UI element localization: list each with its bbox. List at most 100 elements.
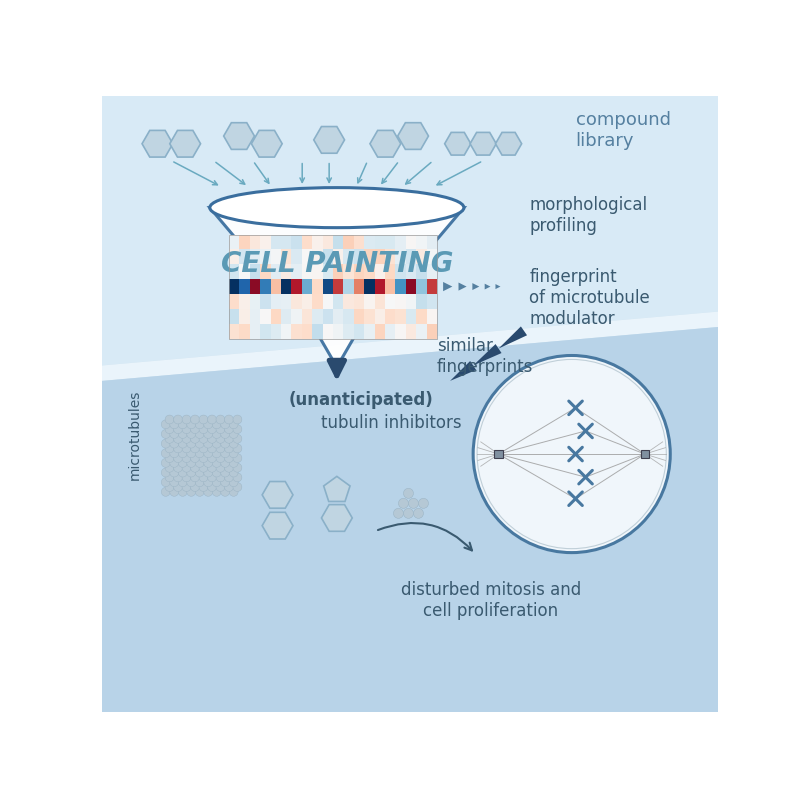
Circle shape (182, 415, 191, 424)
Circle shape (207, 454, 217, 462)
Bar (281, 234, 291, 250)
Bar (416, 264, 426, 279)
Circle shape (403, 508, 414, 518)
Circle shape (199, 415, 208, 424)
Bar (406, 324, 416, 338)
Circle shape (170, 449, 178, 458)
Polygon shape (450, 361, 476, 381)
Circle shape (233, 434, 242, 443)
Bar (374, 294, 385, 309)
Polygon shape (370, 130, 401, 157)
Circle shape (204, 439, 213, 448)
Bar (260, 324, 270, 338)
Bar (302, 264, 312, 279)
Bar (354, 234, 364, 250)
Circle shape (216, 473, 225, 482)
Circle shape (190, 415, 199, 424)
Circle shape (229, 478, 238, 486)
Bar (426, 309, 437, 324)
Circle shape (165, 444, 174, 453)
Circle shape (178, 430, 187, 438)
Circle shape (216, 434, 225, 443)
Circle shape (221, 487, 230, 496)
Polygon shape (102, 311, 718, 381)
Bar (374, 309, 385, 324)
Circle shape (216, 454, 225, 462)
Circle shape (195, 430, 204, 438)
Bar (250, 279, 260, 294)
Bar (343, 279, 354, 294)
Circle shape (221, 478, 230, 486)
Circle shape (170, 458, 178, 467)
Bar (239, 309, 250, 324)
Circle shape (165, 473, 174, 482)
Text: similar
fingerprints: similar fingerprints (437, 337, 534, 376)
Circle shape (165, 454, 174, 462)
Bar (385, 309, 395, 324)
Circle shape (178, 478, 187, 486)
Bar (229, 309, 239, 324)
Circle shape (199, 482, 208, 491)
Bar (406, 294, 416, 309)
Circle shape (190, 463, 199, 472)
Circle shape (225, 463, 234, 472)
Circle shape (170, 468, 178, 477)
Circle shape (207, 425, 217, 434)
Bar (385, 279, 395, 294)
Circle shape (195, 468, 204, 477)
Polygon shape (314, 126, 345, 154)
Circle shape (199, 473, 208, 482)
Bar (270, 309, 281, 324)
Bar (426, 250, 437, 264)
Polygon shape (443, 282, 452, 291)
Circle shape (170, 487, 178, 496)
Circle shape (212, 430, 221, 438)
Bar (229, 234, 437, 338)
Circle shape (225, 482, 234, 491)
Bar (229, 279, 239, 294)
Circle shape (195, 458, 204, 467)
Circle shape (182, 434, 191, 443)
Bar (229, 250, 239, 264)
Bar (374, 279, 385, 294)
Bar (374, 234, 385, 250)
Bar (312, 324, 322, 338)
Circle shape (199, 425, 208, 434)
Circle shape (233, 482, 242, 491)
Circle shape (162, 439, 170, 448)
Bar (260, 250, 270, 264)
Circle shape (170, 439, 178, 448)
Bar (260, 234, 270, 250)
Bar (416, 234, 426, 250)
Circle shape (174, 473, 182, 482)
Bar (281, 250, 291, 264)
Bar (364, 309, 374, 324)
Bar (270, 324, 281, 338)
Bar (302, 324, 312, 338)
Polygon shape (495, 284, 501, 289)
Circle shape (182, 482, 191, 491)
Circle shape (409, 498, 418, 508)
Bar (302, 250, 312, 264)
Bar (333, 309, 343, 324)
Circle shape (229, 430, 238, 438)
Bar (385, 264, 395, 279)
Circle shape (178, 439, 187, 448)
Bar (322, 309, 333, 324)
Circle shape (212, 449, 221, 458)
Bar (406, 309, 416, 324)
Bar (302, 279, 312, 294)
Bar (354, 279, 364, 294)
Bar (302, 234, 312, 250)
Circle shape (162, 430, 170, 438)
Circle shape (233, 463, 242, 472)
Circle shape (207, 473, 217, 482)
Circle shape (221, 449, 230, 458)
Bar (395, 294, 406, 309)
Bar (641, 450, 649, 458)
Polygon shape (472, 283, 479, 290)
Circle shape (182, 454, 191, 462)
Circle shape (225, 473, 234, 482)
Circle shape (195, 449, 204, 458)
Circle shape (212, 420, 221, 429)
